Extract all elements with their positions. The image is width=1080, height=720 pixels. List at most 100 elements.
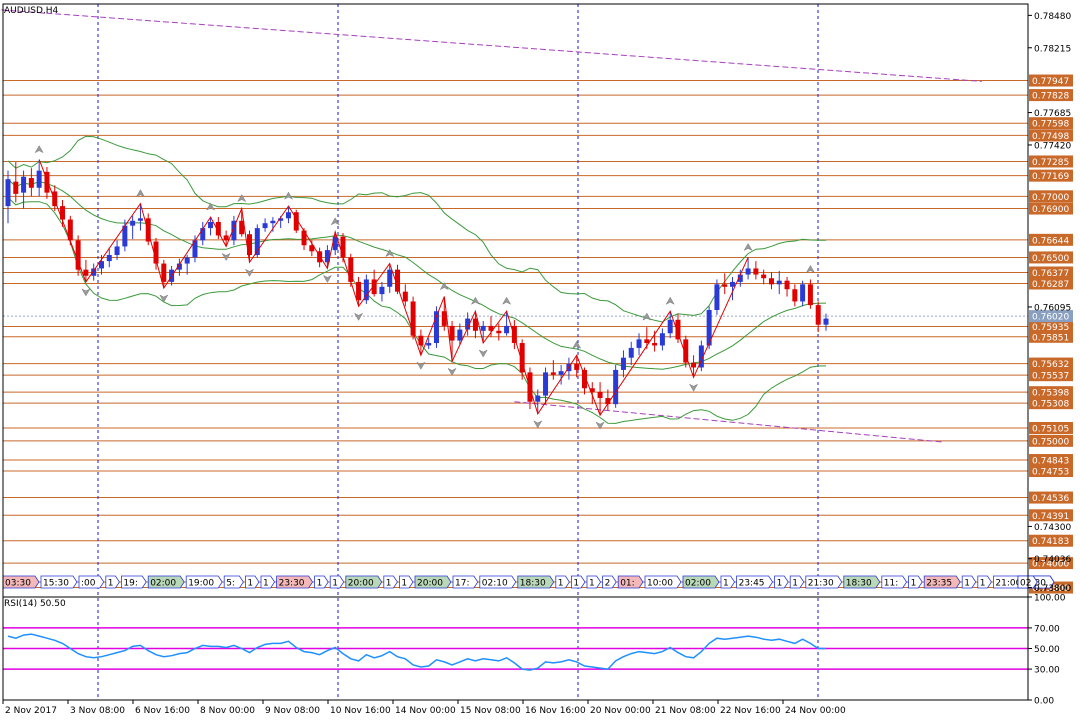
fractal-down-icon [688, 383, 699, 392]
price-tick-label: 0.78480 [1034, 12, 1071, 22]
candle-body-bear [75, 240, 81, 270]
zigzag-line [38, 159, 749, 417]
event-tag [383, 575, 398, 589]
candle-body-bear [761, 274, 767, 279]
candle-body-bull [504, 325, 510, 334]
level-tag [1029, 155, 1073, 168]
fractal-up-icon [205, 202, 216, 211]
fractal-down-icon [81, 288, 91, 297]
level-tag [1029, 169, 1073, 182]
event-tag [977, 575, 992, 589]
candle-body-bear [83, 269, 89, 276]
event-tag [720, 575, 736, 589]
candle-body-bull [106, 254, 112, 262]
current-price-tag [1029, 310, 1073, 323]
candle-body-bear [441, 311, 447, 326]
candle-body-bull [776, 280, 782, 285]
candle-body-bull [137, 218, 143, 221]
fractal-down-icon [353, 312, 364, 321]
event-tag-text: 20:00 [417, 579, 443, 589]
candle-body-bull [628, 347, 634, 358]
event-tag [414, 575, 452, 589]
fractal-down-icon [416, 361, 426, 370]
candle-body-bear [402, 291, 408, 302]
event-tag-text: 20:00 [348, 579, 374, 589]
level-tag [1029, 534, 1073, 547]
candle-body-bull [823, 318, 829, 325]
candle-body-bull [192, 240, 198, 258]
level-tag [1029, 117, 1073, 130]
fractal-up-icon [665, 296, 675, 305]
event-tag-text: 02:00 [150, 579, 176, 589]
event-tag [329, 575, 345, 589]
fractal-down-icon [221, 252, 231, 261]
candle-body-bear [293, 212, 299, 231]
event-tag [40, 575, 78, 589]
candle-body-bear [153, 241, 159, 264]
candle-body-bull [98, 261, 104, 269]
time-tick-label: 2 Nov 2017 [5, 706, 57, 716]
fractal-up-icon [470, 296, 481, 305]
event-tag-text: 5: [226, 579, 235, 589]
level-tag [1029, 266, 1073, 279]
chart-frame [2, 3, 1029, 701]
event-tag [78, 575, 105, 589]
candle-body-bull [285, 212, 291, 219]
time-tick-label: 10 Nov 16:00 [330, 706, 391, 716]
candle-body-bear [340, 236, 346, 258]
event-tag [602, 575, 617, 589]
candle-body-bull [667, 319, 673, 334]
candle-body-bear [472, 318, 478, 331]
candle-body-bull [114, 246, 120, 255]
candle-body-bear [597, 391, 603, 399]
level-tag-text: 0.74843 [1032, 457, 1069, 467]
fractal-down-icon [447, 367, 457, 376]
candle-body-bull [21, 176, 27, 193]
candle-body-bear [449, 325, 455, 341]
event-tag-text: 1 [247, 579, 253, 589]
level-tag [1029, 251, 1073, 264]
event-tag [147, 575, 185, 589]
level-tag [1029, 557, 1073, 570]
event-tag [345, 575, 383, 589]
candle-body-bull [379, 286, 385, 295]
candle-body-bear [223, 235, 229, 241]
level-tag-text: 0.75398 [1032, 389, 1069, 399]
candle-body-bear [768, 278, 774, 285]
level-tag-text: 0.76377 [1032, 269, 1069, 279]
level-tag [1029, 190, 1073, 203]
time-tick-label: 3 Nov 08:00 [70, 706, 125, 716]
level-tag-text: 0.75935 [1032, 323, 1069, 333]
event-tag-text: 1 [980, 579, 986, 589]
event-tag [517, 575, 555, 589]
event-tag-text: 17: [455, 579, 469, 589]
time-axis: 2 Nov 2017 3 Nov 08:00 6 Nov 16:00 8 Nov 00… [2, 700, 846, 716]
candle-body-bear [215, 221, 221, 236]
candle-body-bear [815, 305, 821, 325]
candle-body-bull [465, 318, 471, 330]
candle-body-bear [691, 362, 697, 368]
candle-body-bull [184, 257, 190, 264]
fractal-up-icon [34, 145, 44, 154]
candle-body-bear [550, 372, 556, 375]
candle-body-bull [278, 218, 284, 221]
level-tag-text: 0.74391 [1032, 512, 1069, 522]
rsi-tick-label: 100.00 [1034, 594, 1066, 604]
event-tag-text: 1 [332, 579, 338, 589]
candle-body-bear [356, 281, 362, 301]
band-upper [7, 135, 826, 323]
event-tag-text: 02:00 [685, 579, 711, 589]
time-tick-label: 15 Nov 08:00 [460, 706, 521, 716]
level-tag-text: 0.77285 [1032, 158, 1069, 168]
rsi-line [7, 633, 826, 671]
price-tick-label: 0.76095 [1034, 303, 1071, 313]
rsi-pane [3, 596, 1028, 671]
candle-body-bear [807, 284, 813, 306]
candle-body-bull [706, 310, 712, 346]
event-tag-text: 1 [558, 579, 564, 589]
candle-body-bull [231, 220, 237, 241]
band-lower [7, 197, 827, 424]
candle-body-bear [60, 206, 66, 220]
